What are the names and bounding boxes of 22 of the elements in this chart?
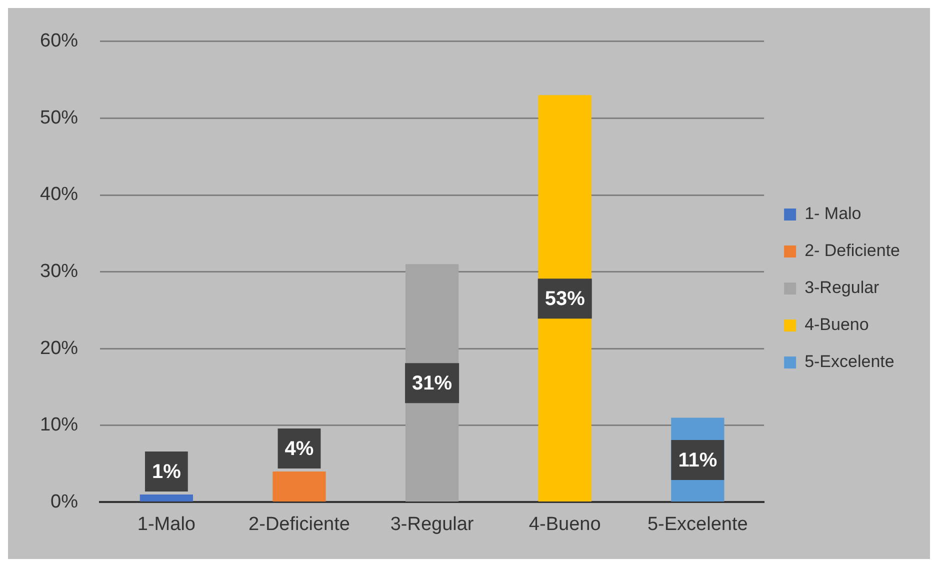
y-tick-label: 60% [40,30,78,52]
y-tick-label: 10% [40,414,78,436]
y-tick-label: 20% [40,338,78,359]
x-tick-label: 4-Bueno [528,514,601,535]
x-tick-label: 1-Malo [137,514,196,535]
x-tick-label: 3-Regular [390,514,474,535]
data-label: 53% [544,288,586,310]
legend-label: 2- Deficiente [804,241,900,260]
legend-label: 3-Regular [804,278,880,298]
data-label: 31% [412,372,452,395]
x-tick-label: 5-Excelente [647,514,748,535]
legend-label: 4-Bueno [804,315,869,334]
legend-label: 5-Excelente [804,352,894,372]
legend-label: 1- Malo [804,204,862,224]
data-label: 1% [152,461,182,484]
data-label: 11% [678,449,718,472]
y-tick-label: 40% [40,184,78,206]
y-tick-label: 0% [50,491,78,512]
y-tick-label: 30% [40,261,78,282]
data-label: 4% [284,438,314,460]
x-tick-label: 2-Deficiente [248,514,350,535]
y-tick-label: 50% [40,107,78,128]
